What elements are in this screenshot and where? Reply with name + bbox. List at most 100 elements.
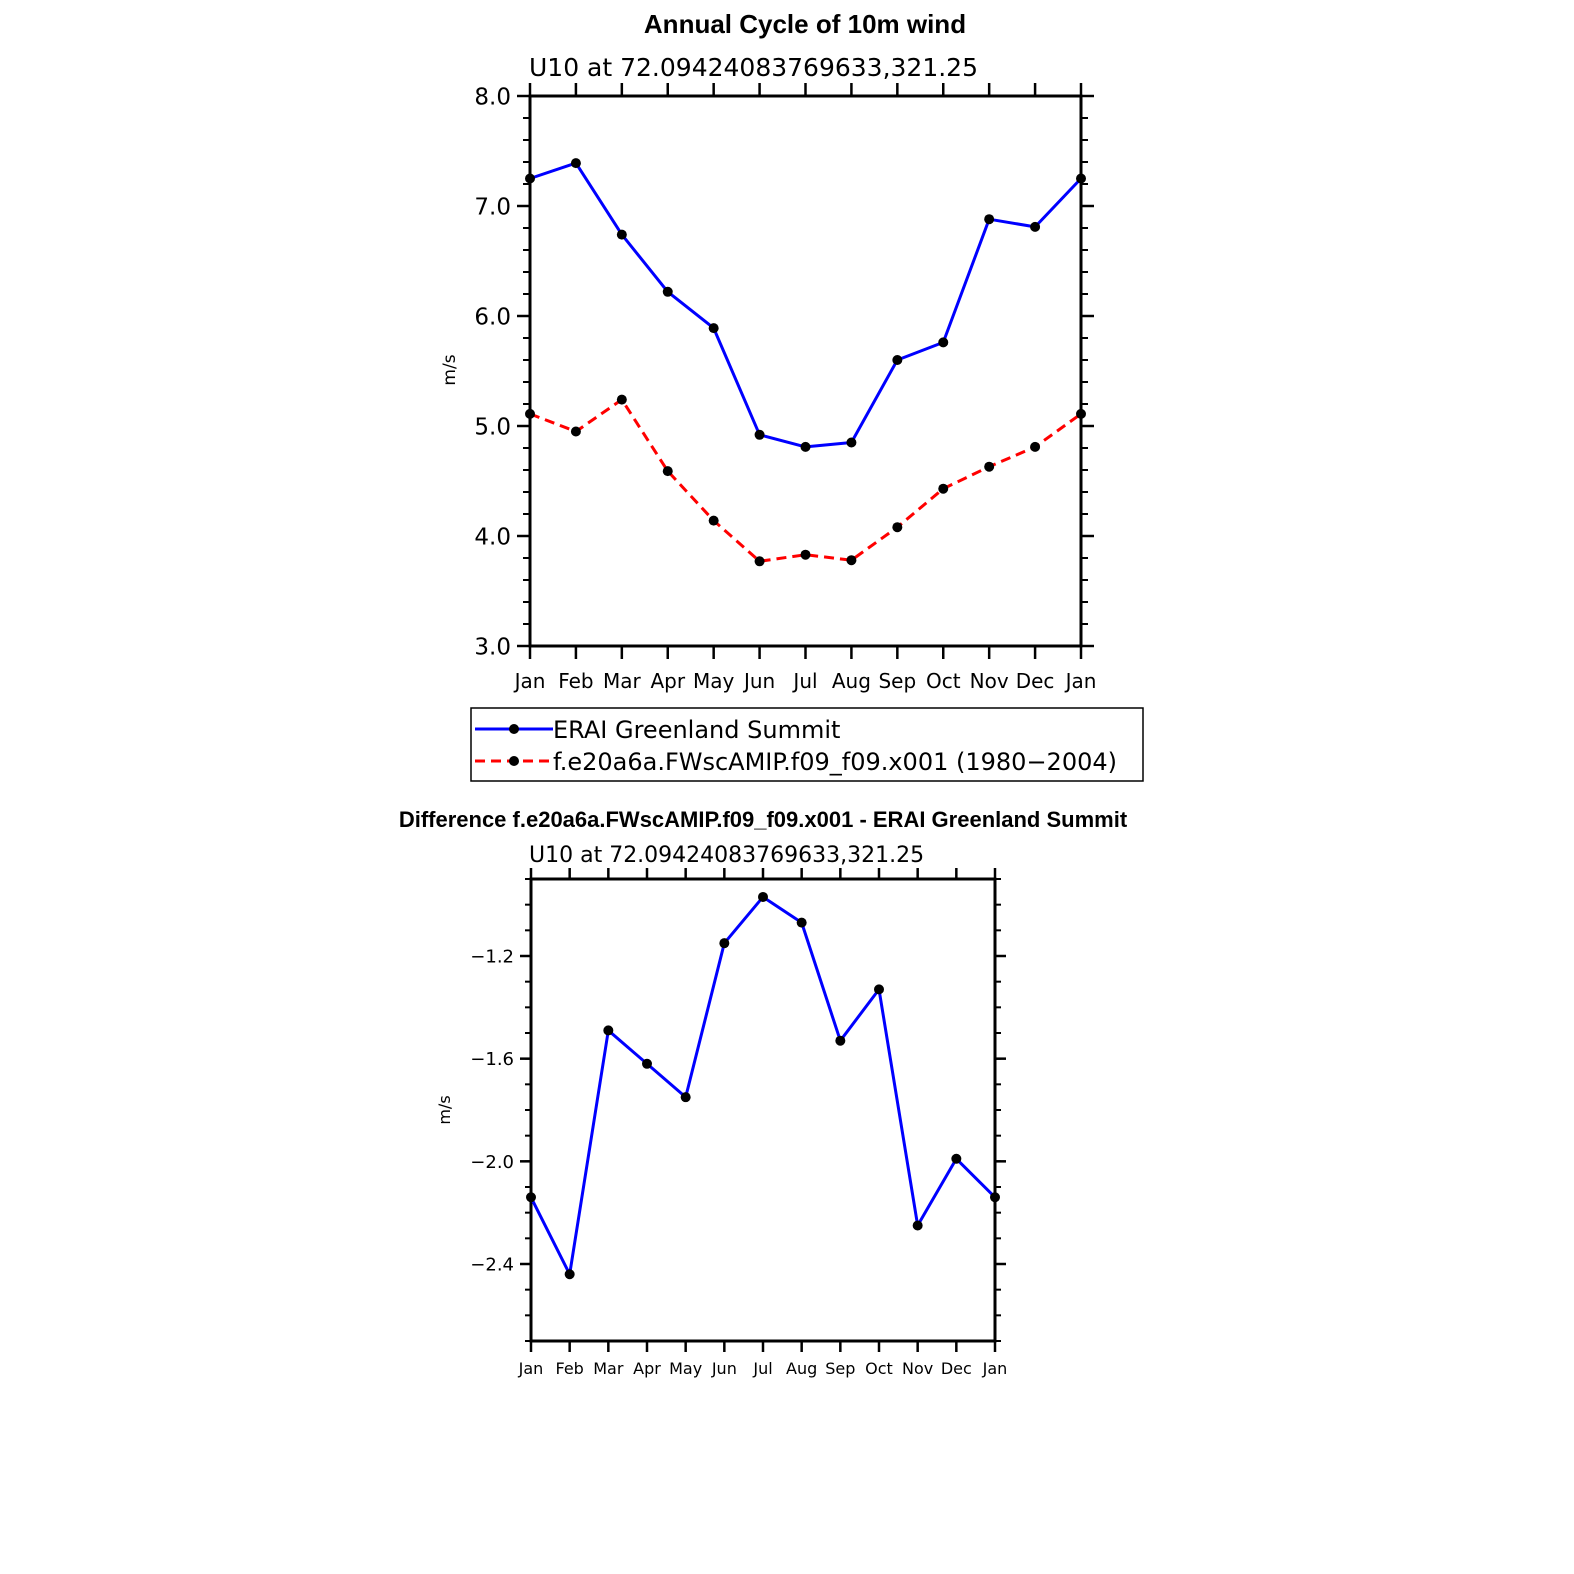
series-1-point <box>938 483 949 494</box>
series-1-point <box>525 408 535 419</box>
y-tick-label: −2.4 <box>470 1254 514 1275</box>
series-1-point <box>570 426 581 437</box>
series-1-point <box>892 522 903 533</box>
x-tick-label: Oct <box>926 669 961 693</box>
series-0-point <box>892 355 903 365</box>
x-tick-label: Sep <box>878 669 916 693</box>
x-tick-label: Feb <box>558 669 593 693</box>
series-1-point <box>708 515 719 526</box>
chart1-legend: ERAI Greenland Summit f.e20a6a.FWscAMIP.… <box>470 707 1144 782</box>
x-tick-label: Feb <box>556 1359 584 1378</box>
x-tick-label: Jan <box>1064 669 1097 693</box>
x-tick-label: Sep <box>825 1359 855 1378</box>
x-tick-label: May <box>693 669 735 693</box>
chart2-x-tick-labels: Jan Feb Mar Apr May Jun Jul Aug Sep Oct Nov Dec Jan <box>518 1359 1008 1378</box>
chart1-series <box>525 158 1086 567</box>
series-0-point <box>680 1092 691 1103</box>
series-line-0 <box>529 895 997 1276</box>
x-tick-label: Mar <box>593 1359 624 1378</box>
y-tick-label: 5.0 <box>474 414 511 440</box>
difference-chart: Difference f.e20a6a.FWscAMIP.f09_f09.x00… <box>399 807 1128 1378</box>
y-tick-label: 8.0 <box>474 84 511 110</box>
series-1-point <box>984 461 995 472</box>
series-line-1 <box>529 398 1082 563</box>
x-tick-label: Jan <box>513 669 546 693</box>
x-tick-label: Mar <box>603 669 642 693</box>
series-0-point <box>754 429 765 440</box>
legend-marker-erai <box>509 724 519 734</box>
x-tick-label: Nov <box>970 669 1009 693</box>
series-0-point <box>642 1058 652 1069</box>
series-0-point <box>912 1220 923 1231</box>
series-0-point <box>758 891 768 902</box>
chart1-ylabel: m/s <box>440 354 460 385</box>
chart2-ticks <box>520 868 1006 1352</box>
y-tick-label: 7.0 <box>474 194 511 220</box>
legend-label-model: f.e20a6a.FWscAMIP.f09_f09.x001 (1980−200… <box>553 748 1117 776</box>
chart2-title: Difference f.e20a6a.FWscAMIP.f09_f09.x00… <box>399 807 1128 832</box>
series-0-point <box>570 158 581 169</box>
series-0-point <box>719 938 730 949</box>
x-tick-label: Apr <box>633 1359 661 1378</box>
series-0-point <box>796 917 807 928</box>
series-0-point <box>951 1153 962 1164</box>
series-1-point <box>754 556 765 567</box>
chart1-y-tick-labels: 3.0 4.0 5.0 6.0 7.0 8.0 <box>474 84 511 660</box>
series-1-point <box>800 549 811 560</box>
y-tick-label: −1.2 <box>470 946 514 967</box>
series-0-point <box>800 441 811 452</box>
y-tick-label: 4.0 <box>474 524 511 550</box>
series-1-point <box>1076 408 1086 419</box>
x-tick-label: Aug <box>832 669 871 693</box>
chart2-series <box>526 891 1000 1280</box>
series-0-point <box>662 286 673 297</box>
chart2-ylabel: m/s <box>435 1095 454 1124</box>
x-tick-label: Jun <box>742 669 775 693</box>
y-tick-label: −2.0 <box>470 1152 514 1173</box>
x-tick-label: Dec <box>1016 669 1055 693</box>
x-tick-label: Nov <box>902 1359 933 1378</box>
chart2-subtitle: U10 at 72.09424083769633,321.25 <box>529 843 924 868</box>
chart2-plot-frame <box>529 877 997 1343</box>
series-0-point <box>525 173 535 184</box>
x-tick-label: Apr <box>650 669 685 693</box>
chart1-plot-frame <box>528 94 1083 648</box>
x-tick-label: May <box>669 1359 702 1378</box>
y-tick-label: 6.0 <box>474 304 511 330</box>
series-0-point <box>564 1269 575 1280</box>
series-0-point <box>603 1025 614 1036</box>
chart1-title: Annual Cycle of 10m wind <box>644 9 966 39</box>
chart2-y-tick-labels: −2.4 −2.0 −1.6 −1.2 <box>470 946 514 1275</box>
x-tick-label: Oct <box>865 1359 893 1378</box>
x-tick-label: Jan <box>518 1359 544 1378</box>
series-0-point <box>938 337 949 348</box>
legend-marker-model <box>509 756 519 766</box>
series-0-point <box>835 1035 846 1046</box>
series-1-point <box>846 555 857 566</box>
series-1-point <box>616 394 627 405</box>
legend-box <box>470 707 1144 782</box>
x-tick-label: Dec <box>941 1359 972 1378</box>
series-1-point <box>1030 441 1041 452</box>
series-0-point <box>616 229 627 240</box>
x-tick-label: Jul <box>752 1359 772 1378</box>
x-tick-label: Jun <box>711 1359 737 1378</box>
series-1-point <box>662 466 673 477</box>
legend-label-erai: ERAI Greenland Summit <box>553 716 840 744</box>
series-0-point <box>984 214 995 225</box>
y-tick-label: 3.0 <box>474 634 511 660</box>
series-0-point <box>874 984 884 995</box>
chart1-subtitle: U10 at 72.09424083769633,321.25 <box>529 53 978 82</box>
series-0-point <box>1076 173 1086 184</box>
chart1-ticks <box>517 83 1094 659</box>
series-0-point <box>708 323 719 334</box>
series-line-0 <box>529 161 1083 449</box>
annual-cycle-chart: Annual Cycle of 10m wind U10 at 72.09424… <box>440 9 1144 782</box>
x-tick-label: Jan <box>982 1359 1008 1378</box>
chart1-x-tick-labels: Jan Feb Mar Apr May Jun Jul Aug Sep Oct Nov Dec Jan <box>513 669 1097 693</box>
x-tick-label: Aug <box>786 1359 817 1378</box>
series-0-point <box>990 1192 1000 1203</box>
x-tick-label: Jul <box>791 669 817 693</box>
y-tick-label: −1.6 <box>470 1049 514 1070</box>
